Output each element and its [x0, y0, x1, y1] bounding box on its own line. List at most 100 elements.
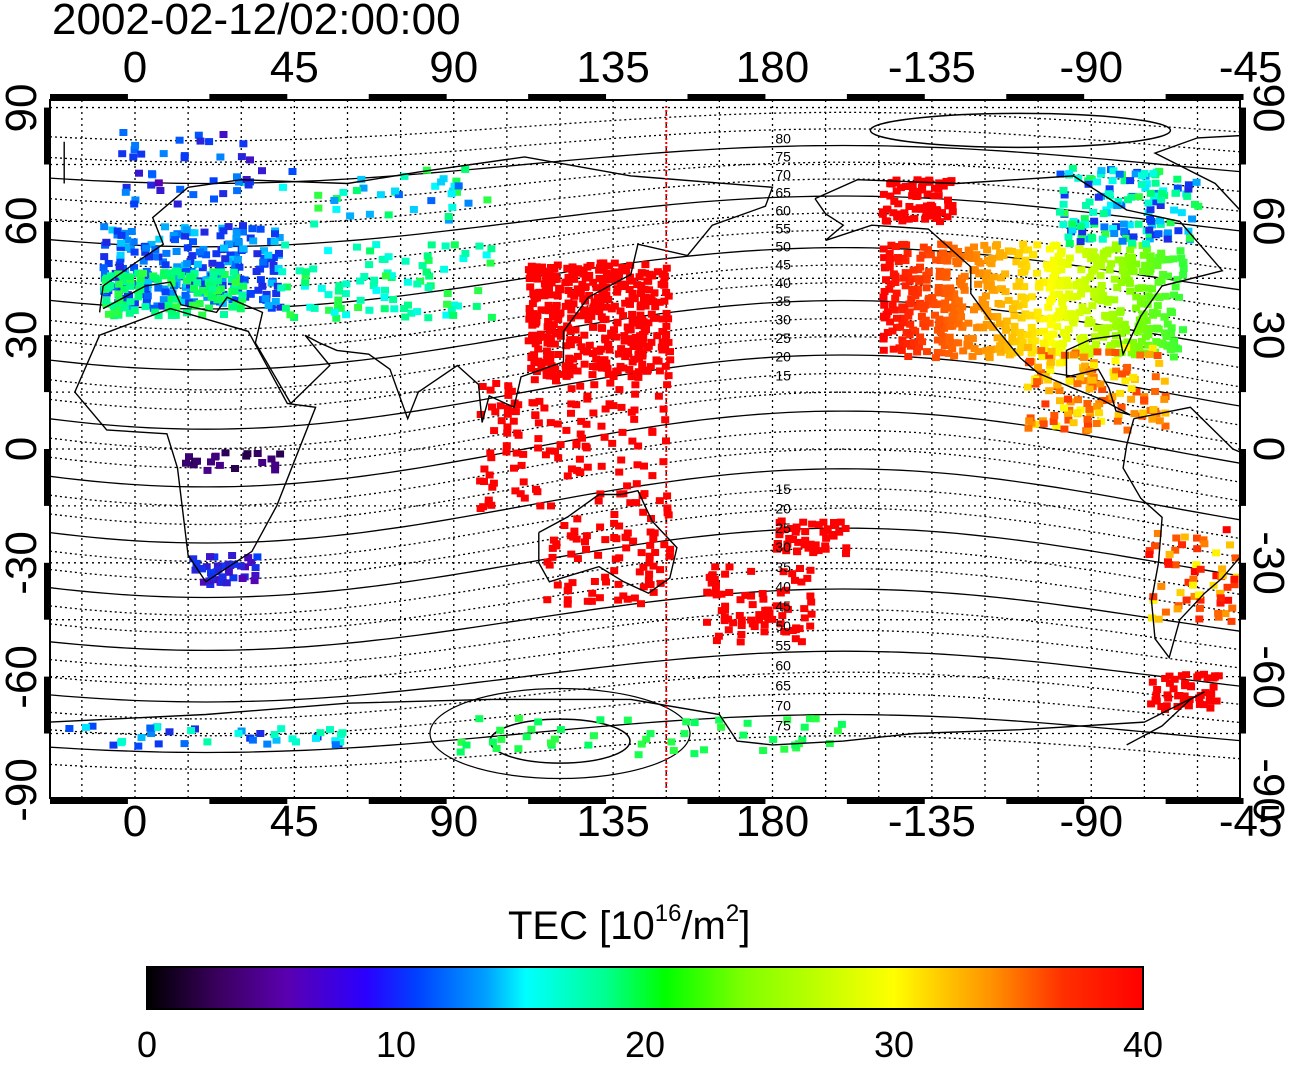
- tec-cell: [235, 178, 243, 186]
- tec-cell: [1163, 320, 1172, 328]
- tec-cell: [602, 269, 611, 277]
- tec-cell: [1052, 242, 1061, 250]
- tec-cell: [1151, 373, 1160, 381]
- tec-cell: [956, 307, 965, 315]
- tec-cell: [531, 334, 540, 342]
- tec-cell: [1069, 419, 1078, 427]
- tec-cell: [443, 290, 452, 297]
- tec-cell: [247, 559, 256, 566]
- tec-cell: [989, 323, 998, 331]
- tec-cell: [1167, 330, 1175, 338]
- tec-cell: [427, 241, 436, 249]
- tec-cell: [1021, 294, 1030, 302]
- tec-cell: [1182, 671, 1191, 679]
- tec-cell: [444, 213, 453, 220]
- contour-line: [50, 111, 1240, 142]
- tec-cell: [954, 248, 963, 255]
- tec-cell: [890, 197, 899, 205]
- tec-cell: [627, 335, 636, 343]
- tec-cell: [806, 566, 815, 574]
- tec-cell: [104, 310, 113, 318]
- tec-cell: [139, 269, 147, 277]
- tec-cell: [637, 281, 646, 289]
- tec-cell: [588, 371, 597, 379]
- tec-cell: [543, 558, 552, 566]
- tec-cell: [1145, 265, 1153, 273]
- tec-cell: [135, 169, 143, 177]
- tec-cell: [203, 466, 212, 474]
- tec-cell: [229, 268, 238, 276]
- tec-cell: [911, 327, 920, 335]
- tec-cell: [946, 284, 955, 292]
- tec-cell: [892, 179, 901, 187]
- tec-cell: [258, 459, 267, 466]
- tec-cell: [635, 346, 644, 354]
- tec-cell: [1040, 315, 1049, 323]
- tec-cell: [551, 365, 560, 373]
- tec-cell: [497, 417, 506, 425]
- contour-label: 20: [775, 349, 791, 365]
- tec-cell: [1166, 219, 1175, 227]
- tec-cell: [531, 340, 540, 348]
- tec-cell: [546, 340, 555, 348]
- tec-cell: [1002, 317, 1011, 325]
- tec-cell: [898, 217, 907, 225]
- tec-cell: [546, 367, 554, 375]
- coastline: [1122, 406, 1240, 660]
- tec-cell: [1120, 228, 1129, 235]
- tec-cell: [217, 268, 226, 276]
- tec-cell: [1132, 304, 1141, 312]
- tec-cell: [118, 737, 127, 745]
- tec-cell: [1091, 340, 1100, 348]
- map-title: 2002-02-12/02:00:00: [52, 0, 461, 44]
- tec-cell: [339, 188, 348, 196]
- tec-cell: [833, 727, 842, 735]
- tec-cell: [647, 338, 656, 346]
- tec-cell: [1137, 337, 1146, 345]
- tec-cell: [980, 241, 989, 249]
- tec-cell: [964, 319, 973, 327]
- tec-cell: [968, 335, 977, 342]
- tec-cell: [218, 281, 227, 289]
- tec-cell: [192, 559, 201, 567]
- tec-cell: [811, 541, 820, 549]
- tec-cell: [356, 277, 365, 285]
- tec-cell: [235, 263, 244, 271]
- tec-cell: [1068, 164, 1077, 172]
- tec-cell: [490, 427, 499, 435]
- tec-cell: [126, 273, 134, 281]
- tec-cell: [888, 327, 897, 335]
- tec-cell: [664, 292, 673, 300]
- tec-cell: [656, 566, 665, 574]
- tec-cell: [231, 278, 240, 286]
- tec-cell: [262, 290, 271, 298]
- tec-cell: [841, 525, 850, 532]
- lon-tick-label: 90: [429, 797, 479, 846]
- tec-cell: [783, 605, 792, 613]
- tec-cell: [949, 310, 958, 318]
- tec-cell: [1188, 581, 1197, 589]
- tec-cell: [1146, 294, 1155, 302]
- tec-cell: [725, 563, 734, 571]
- tec-cell: [487, 313, 496, 321]
- tec-cell: [1082, 248, 1091, 256]
- tec-cell: [736, 596, 745, 604]
- tec-cell: [401, 313, 410, 321]
- tec-cell: [880, 312, 888, 320]
- tec-cell: [332, 205, 341, 213]
- tec-cell: [663, 381, 672, 389]
- tec-cell: [1173, 184, 1182, 192]
- tec-cell: [1184, 181, 1193, 189]
- tec-cell: [640, 285, 649, 293]
- tec-cell: [958, 321, 967, 329]
- tec-cell: [180, 740, 189, 748]
- tec-cell: [945, 333, 954, 341]
- tec-cell: [607, 329, 616, 337]
- tec-cell: [372, 286, 381, 294]
- tec-cell: [589, 323, 597, 331]
- tec-cell: [743, 719, 752, 727]
- tec-cell: [1113, 202, 1122, 209]
- tec-cell: [983, 282, 992, 290]
- tec-cell: [1214, 672, 1223, 680]
- contour-label: 30: [775, 312, 791, 328]
